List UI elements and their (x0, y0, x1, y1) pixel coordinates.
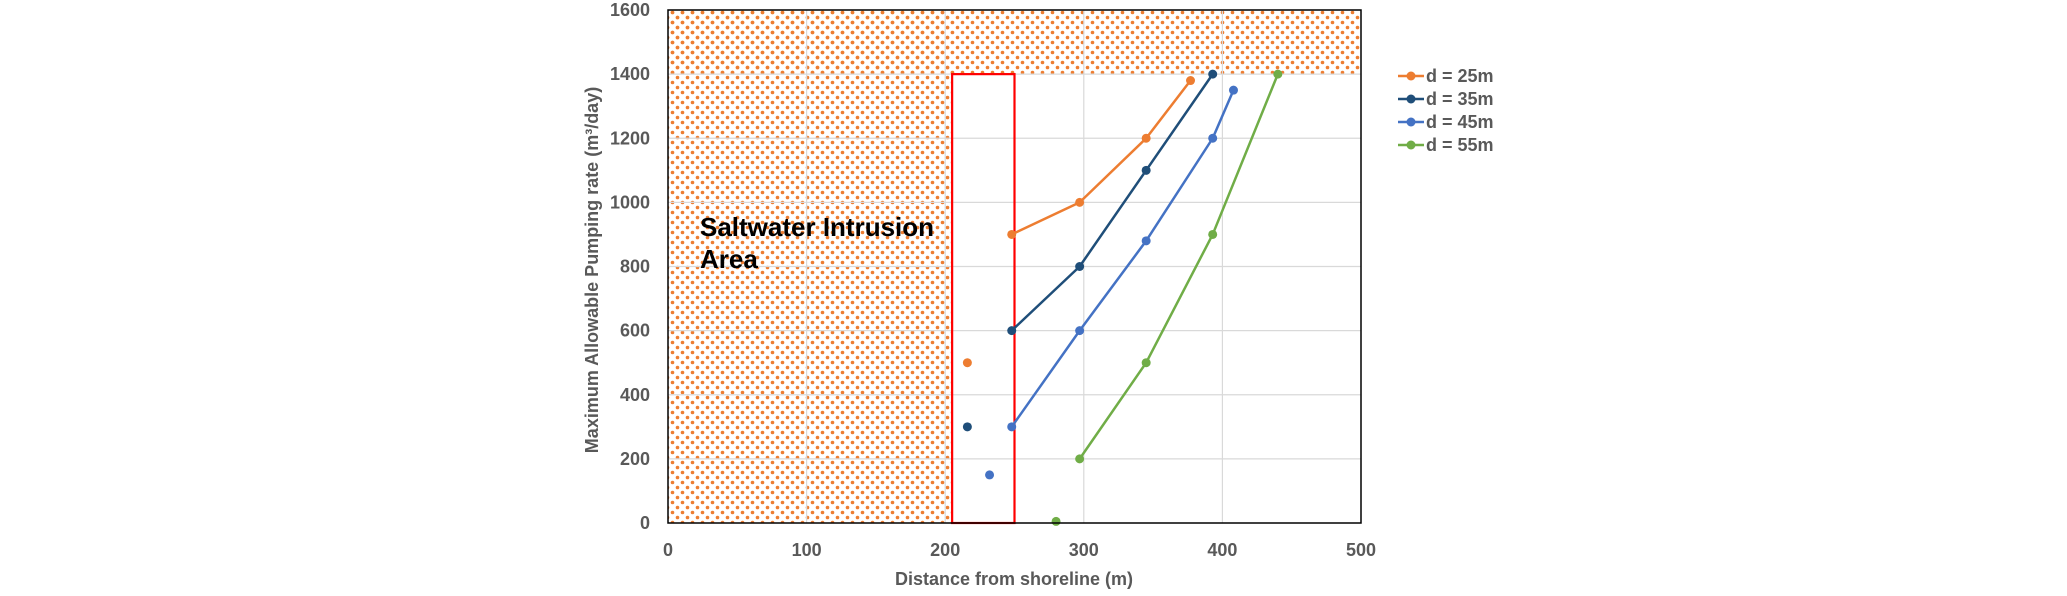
annotation-line2: Area (700, 244, 758, 274)
y-tick-label: 1000 (610, 192, 650, 212)
data-point (1141, 133, 1151, 143)
data-point (1228, 85, 1238, 95)
legend-label: d = 55m (1426, 135, 1494, 155)
data-point (1208, 229, 1218, 239)
legend-item: d = 45m (1398, 112, 1494, 132)
legend-label: d = 25m (1426, 66, 1494, 86)
x-tick-label: 100 (792, 540, 822, 560)
data-point (1186, 76, 1196, 86)
legend-item: d = 25m (1398, 66, 1494, 86)
data-point (1208, 133, 1218, 143)
legend-swatch-marker (1406, 117, 1416, 127)
data-point (1141, 358, 1151, 368)
y-tick-label: 0 (640, 513, 650, 533)
series-line (1078, 73, 1279, 460)
x-tick-label: 500 (1346, 540, 1376, 560)
y-tick-label: 800 (620, 257, 650, 277)
y-tick-label: 1400 (610, 64, 650, 84)
series-2 (962, 69, 1218, 432)
series-line (1010, 73, 1214, 332)
data-point (1051, 516, 1061, 526)
data-point (1075, 262, 1085, 271)
y-tick-label: 400 (620, 385, 650, 405)
hatch-top-region (668, 10, 1361, 75)
axes: 0 100 200 300 400 500 0 200 400 600 800 1000 1200 140… (610, 0, 1376, 560)
data-point (1007, 229, 1017, 239)
x-tick-label: 200 (930, 540, 960, 560)
data-point (1141, 236, 1151, 246)
y-tick-label: 600 (620, 321, 650, 341)
legend-swatch-marker (1406, 94, 1416, 104)
series-1 (962, 76, 1196, 368)
y-tick-label: 1200 (610, 128, 650, 148)
legend-label: d = 35m (1426, 89, 1494, 109)
red-box (951, 73, 1016, 525)
data-point (1141, 165, 1151, 175)
data-point (962, 422, 972, 432)
data-point (962, 358, 972, 368)
x-tick-label: 0 (663, 540, 673, 560)
data-point (1075, 454, 1085, 464)
data-point (1208, 69, 1218, 79)
legend: d = 25m d = 35m d = 45m d = 55m (1398, 66, 1494, 155)
y-tick-label: 200 (620, 449, 650, 469)
legend-item: d = 35m (1398, 89, 1494, 109)
series-3 (985, 85, 1238, 480)
x-tick-label: 400 (1207, 540, 1237, 560)
legend-swatch-marker (1406, 140, 1416, 150)
y-tick-label: 1600 (610, 0, 650, 20)
plot-border (667, 9, 1362, 524)
data-point (1273, 69, 1283, 79)
annotation-line1: Saltwater Intrusion (700, 212, 934, 242)
data-point (985, 470, 995, 480)
legend-label: d = 45m (1426, 112, 1494, 132)
data-point (1075, 197, 1085, 207)
x-tick-label: 300 (1069, 540, 1099, 560)
legend-item: d = 55m (1398, 135, 1494, 155)
data-point (1075, 326, 1085, 336)
data-point (1007, 422, 1017, 432)
x-axis-title: Distance from shoreline (m) (895, 569, 1133, 589)
data-point (1007, 326, 1017, 336)
series-4 (1051, 69, 1283, 526)
legend-swatch-marker (1406, 71, 1416, 81)
y-axis-title: Maximum Allowable Pumping rate (m³/day) (582, 87, 602, 453)
red-box-region (951, 73, 1016, 525)
series-layer (962, 69, 1283, 526)
series-line (1011, 79, 1192, 236)
